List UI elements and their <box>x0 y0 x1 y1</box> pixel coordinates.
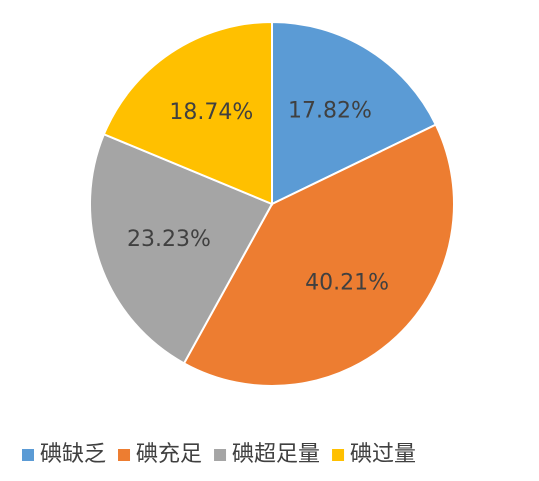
legend-label: 碘超足量 <box>232 442 320 467</box>
data-label: 40.21% <box>305 270 389 295</box>
pie-slice <box>182 123 455 387</box>
data-label: 18.74% <box>169 100 253 125</box>
legend-swatch <box>214 449 227 461</box>
data-label: 23.23% <box>127 227 211 252</box>
legend-swatch <box>332 449 345 461</box>
legend-swatch <box>22 449 34 461</box>
data-label: 17.82% <box>288 98 372 123</box>
pie-slice <box>271 20 438 206</box>
legend-swatch <box>118 449 131 461</box>
pie-slice <box>89 132 274 365</box>
legend-label: 碘充足 <box>136 442 202 467</box>
pie-slice <box>102 20 273 206</box>
legend-label: 碘过量 <box>350 442 416 467</box>
legend-label: 碘缺乏 <box>40 442 106 467</box>
